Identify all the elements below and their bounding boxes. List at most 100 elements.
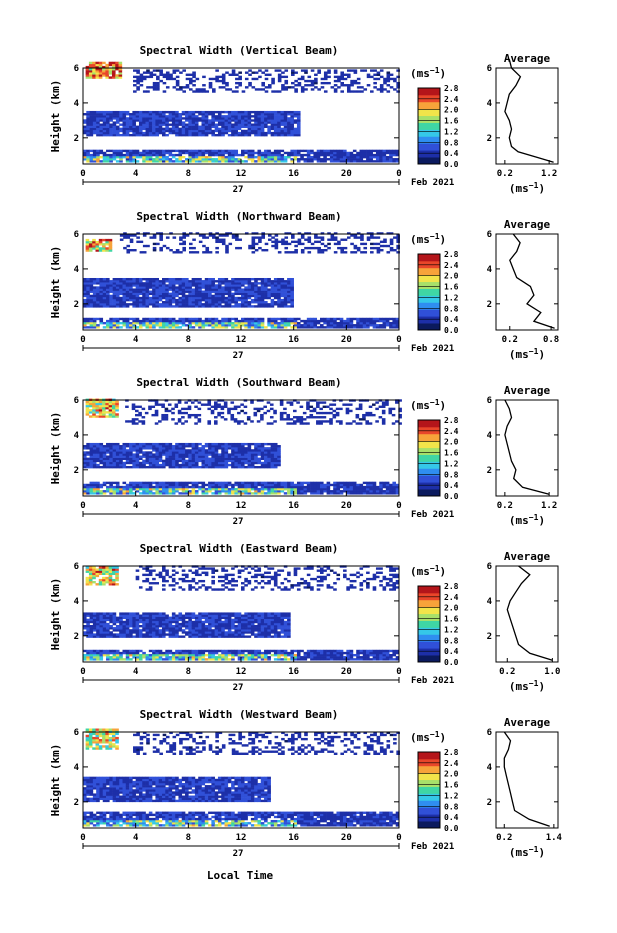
heatmap-cell xyxy=(202,111,206,113)
heatmap-cell xyxy=(287,324,291,326)
heatmap-cell xyxy=(275,90,279,92)
heatmap-cell xyxy=(317,69,321,71)
heatmap-cell xyxy=(339,422,343,424)
heatmap-cell xyxy=(106,278,110,280)
heatmap-cell xyxy=(379,152,383,154)
heatmap-cell xyxy=(251,293,255,295)
heatmap-cell xyxy=(294,71,298,73)
heatmap-cell xyxy=(83,324,87,326)
heatmap-cell xyxy=(152,115,156,117)
heatmap-cell xyxy=(347,76,351,78)
heatmap-cell xyxy=(172,299,176,301)
heatmap-cell xyxy=(119,278,123,280)
heatmap-cell xyxy=(96,488,100,490)
heatmap-cell xyxy=(208,124,212,126)
heatmap-cell xyxy=(146,115,150,117)
heatmap-cell xyxy=(218,458,222,460)
heatmap-cell xyxy=(354,234,358,236)
heatmap-cell xyxy=(119,297,123,299)
heatmap-cell xyxy=(218,282,222,284)
heatmap-cell xyxy=(379,490,383,492)
heatmap-cell xyxy=(123,486,127,488)
heatmap-cell xyxy=(225,88,229,90)
heatmap-cell xyxy=(182,249,186,251)
heatmap-cell xyxy=(208,488,212,490)
heatmap-cell xyxy=(287,291,291,293)
heatmap-cell xyxy=(225,299,229,301)
heatmap-cell xyxy=(192,130,196,132)
heatmap-cell xyxy=(129,299,133,301)
heatmap-cell xyxy=(188,117,192,119)
heatmap-cell xyxy=(392,422,396,424)
heatmap-cell xyxy=(261,322,265,324)
heatmap-cell xyxy=(274,278,278,280)
heatmap-cell xyxy=(202,126,206,128)
heatmap-cell xyxy=(155,324,159,326)
heatmap-cell xyxy=(255,88,259,90)
heatmap-cell xyxy=(93,280,97,282)
heatmap-cell xyxy=(116,115,120,117)
heatmap-cell xyxy=(356,416,360,418)
heatmap-cell xyxy=(102,409,106,411)
heatmap-cell xyxy=(99,443,103,445)
heatmap-cell xyxy=(251,284,255,286)
heatmap-cell xyxy=(105,249,109,251)
heatmap-cell xyxy=(136,284,140,286)
heatmap-cell xyxy=(106,132,110,134)
heatmap-cell xyxy=(172,324,176,326)
heatmap-cell xyxy=(86,488,90,490)
heatmap-cell xyxy=(139,443,143,445)
heatmap-cell xyxy=(307,488,311,490)
heatmap-cell xyxy=(113,111,117,113)
heatmap-cell xyxy=(350,90,354,92)
heatmap-cell xyxy=(116,482,120,484)
heatmap-cell xyxy=(139,322,143,324)
heatmap-cell xyxy=(271,464,275,466)
heatmap-cell xyxy=(178,410,182,412)
heatmap-cell xyxy=(241,460,245,462)
heatmap-cell xyxy=(244,490,248,492)
heatmap-cell xyxy=(83,464,87,466)
heatmap-cell xyxy=(323,150,327,152)
heatmap-cell xyxy=(146,282,150,284)
heatmap-cell xyxy=(188,284,192,286)
heatmap-cell xyxy=(92,411,96,413)
heatmap-cell xyxy=(96,278,100,280)
heatmap-cell xyxy=(350,322,354,324)
heatmap-cell xyxy=(281,113,285,115)
heatmap-cell xyxy=(257,160,261,162)
heatmap-cell xyxy=(225,150,229,152)
heatmap-cell xyxy=(205,124,209,126)
heatmap-cell xyxy=(313,492,317,494)
heatmap-cell xyxy=(136,449,140,451)
heatmap-cell xyxy=(264,134,268,136)
heatmap-cell xyxy=(126,443,130,445)
heatmap-cell xyxy=(202,490,206,492)
heatmap-cell xyxy=(155,126,159,128)
heatmap-cell xyxy=(337,241,341,243)
heatmap-cell xyxy=(320,484,324,486)
heatmap-cell xyxy=(231,295,235,297)
heatmap-cell xyxy=(178,318,182,320)
heatmap-cell xyxy=(123,318,127,320)
heatmap-cell xyxy=(333,492,337,494)
heatmap-cell xyxy=(198,126,202,128)
heatmap-cell xyxy=(159,132,163,134)
heatmap-cell xyxy=(218,488,222,490)
heatmap-cell xyxy=(196,88,200,90)
heatmap-cell xyxy=(383,492,387,494)
heatmap-cell xyxy=(231,484,235,486)
heatmap-cell xyxy=(218,288,222,290)
heatmap-cell xyxy=(176,84,180,86)
heatmap-cell xyxy=(188,286,192,288)
heatmap-cell xyxy=(287,282,291,284)
heatmap-cell xyxy=(83,488,87,490)
heatmap-cell xyxy=(346,488,350,490)
heatmap-cell xyxy=(311,88,315,90)
heatmap-cell xyxy=(343,484,347,486)
heatmap-cell xyxy=(146,119,150,121)
heatmap-cell xyxy=(103,492,107,494)
heatmap-cell xyxy=(294,111,298,113)
heatmap-cell xyxy=(234,326,238,328)
heatmap-cell xyxy=(188,132,192,134)
